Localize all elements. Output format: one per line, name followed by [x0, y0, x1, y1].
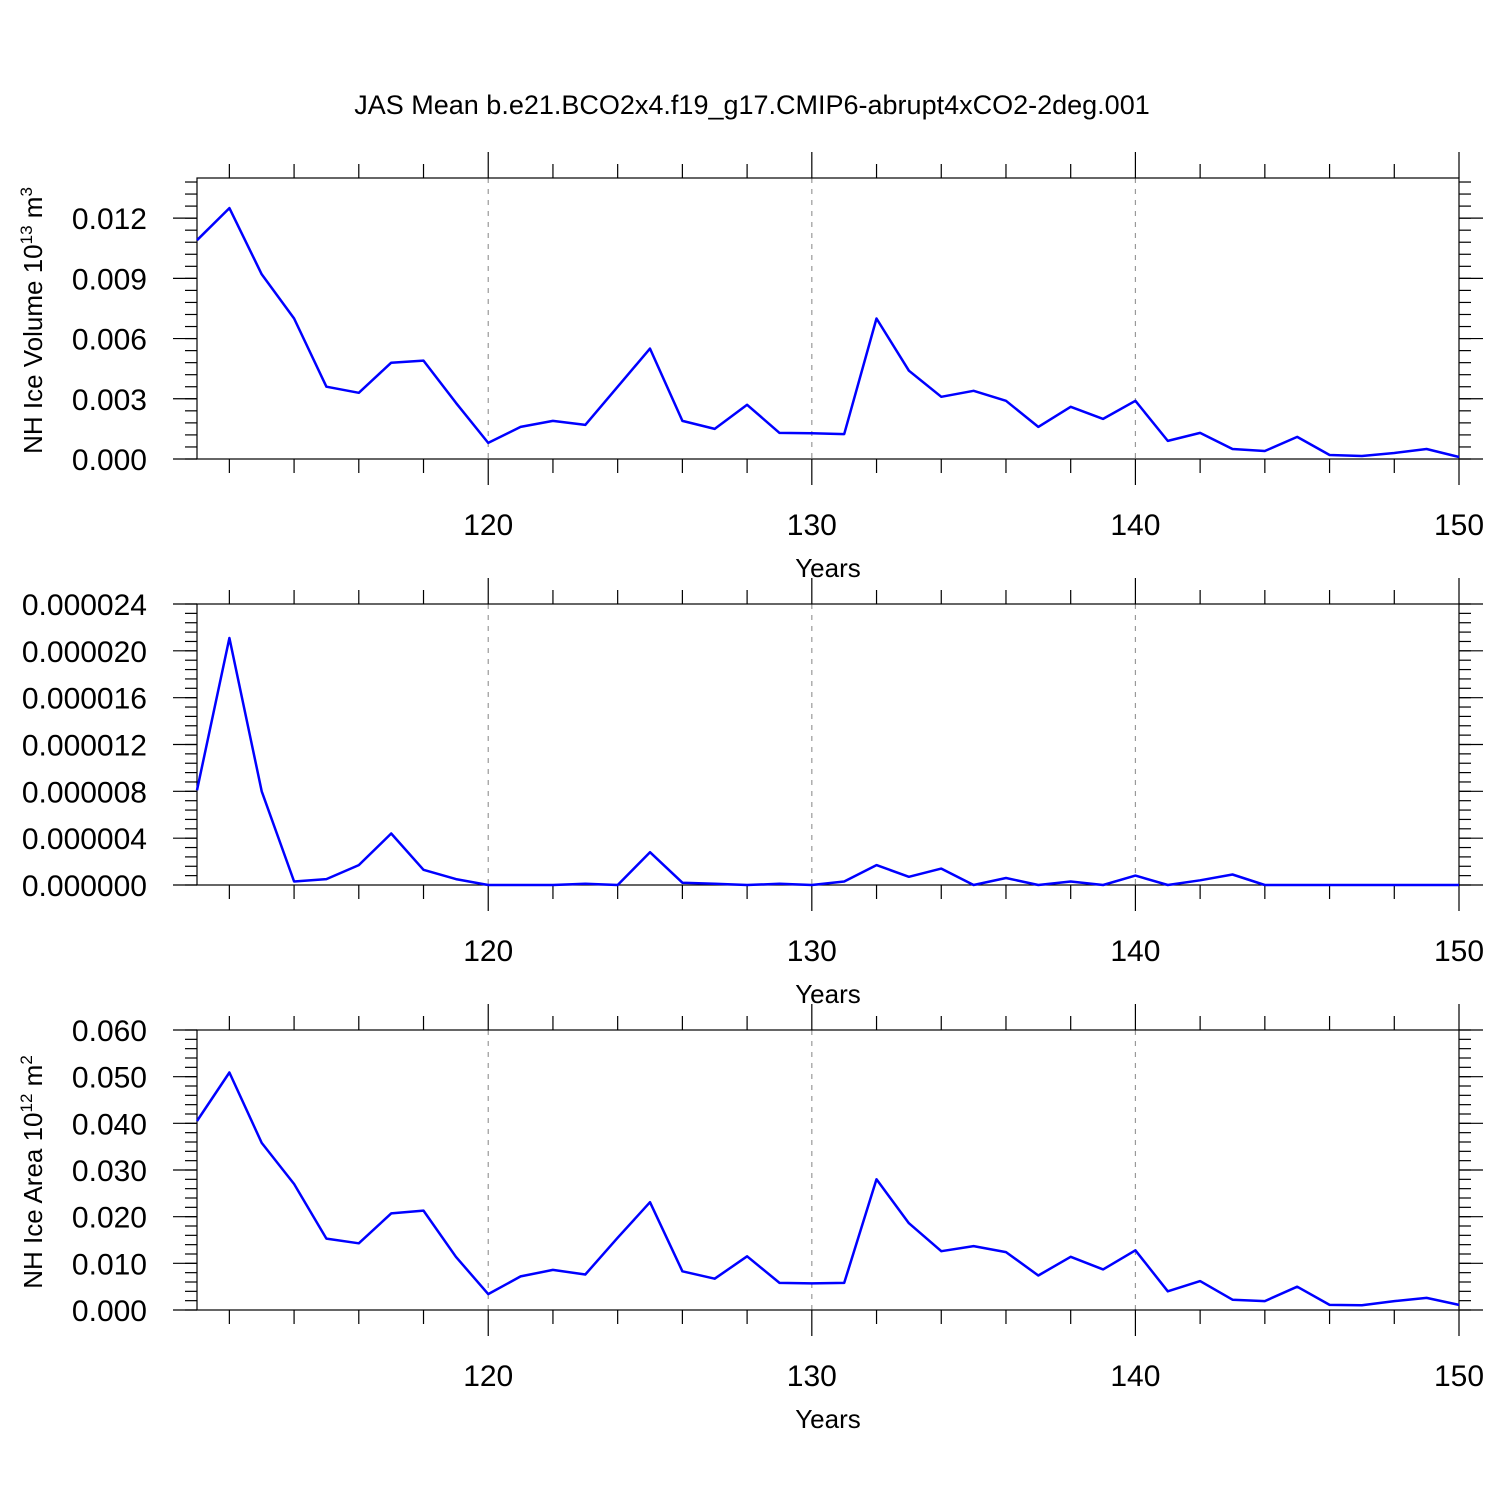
y-tick-label: 0.030: [72, 1155, 147, 1188]
y-tick-label: 0.000008: [22, 776, 147, 809]
y-tick-label: 0.010: [72, 1248, 147, 1281]
y-axis-label: NH Ice Area 1012 m2: [17, 1055, 48, 1289]
series-line: [195, 1071, 1460, 1307]
x-tick-label: 140: [1110, 509, 1160, 542]
y-axis-label-unit: m: [18, 1065, 48, 1094]
y-axis-label-text: NH Ice Area 10: [18, 1112, 48, 1288]
x-tick-label: 130: [787, 1360, 837, 1393]
y-tick-label: 0.000000: [22, 870, 147, 903]
y-axis-label-exponent: 13: [17, 225, 36, 244]
plot-frame: [196, 177, 1460, 460]
y-tick-label: 0.000020: [22, 636, 147, 669]
panel-ice-volume: 0.000 0.003 0.006 0.009 0.012 120 130 140 150 Yea…: [17, 152, 1484, 583]
y-tick-label: 0.003: [72, 384, 147, 417]
panel-ice-area: 0.000 0.010 0.020 0.030 0.040 0.050 0.060 120 13…: [17, 1004, 1484, 1434]
panel-ice-thickness-small: 0.000000 0.000004 0.000008 0.000012 0.000016…: [22, 578, 1484, 1009]
y-axis-label-unit: m: [18, 197, 48, 226]
x-tick-label: 120: [463, 1360, 513, 1393]
y-tick-label: 0.060: [72, 1015, 147, 1048]
y-axis-label-unit-exponent: 2: [17, 1055, 36, 1064]
x-tick-label: 130: [787, 509, 837, 542]
y-tick-label: 0.000012: [22, 730, 147, 763]
y-tick-label: 0.020: [72, 1202, 147, 1235]
y-axis-label-exponent: 12: [17, 1094, 36, 1113]
series-line: [196, 206, 1460, 459]
y-tick-label: 0.012: [72, 203, 147, 236]
x-tick-label: 120: [463, 935, 513, 968]
x-tick-label: 150: [1434, 935, 1484, 968]
x-tick-label: 150: [1434, 509, 1484, 542]
y-tick-label: 0.000016: [22, 683, 147, 716]
y-tick-label: 0.006: [72, 324, 147, 357]
x-axis-label: Years: [795, 553, 861, 583]
y-tick-label: 0.000: [72, 1295, 147, 1328]
series-line: [195, 636, 1459, 887]
x-tick-label: 140: [1110, 1360, 1160, 1393]
y-axis-label-unit-exponent: 3: [17, 187, 36, 196]
y-axis-label-text: NH Ice Volume 10: [18, 244, 48, 454]
y-tick-label: 0.000: [72, 444, 147, 477]
y-tick-label: 0.000024: [22, 589, 147, 622]
x-axis-label: Years: [795, 979, 861, 1009]
figure-title: JAS Mean b.e21.BCO2x4.f19_g17.CMIP6-abru…: [354, 90, 1149, 120]
y-tick-label: 0.000004: [22, 823, 147, 856]
x-tick-label: 130: [787, 935, 837, 968]
x-tick-label: 140: [1110, 935, 1160, 968]
x-tick-label: 120: [463, 509, 513, 542]
y-tick-label: 0.050: [72, 1062, 147, 1095]
x-axis-label: Years: [795, 1404, 861, 1434]
y-tick-label: 0.009: [72, 263, 147, 296]
y-tick-label: 0.040: [72, 1108, 147, 1141]
y-axis-label: NH Ice Volume 1013 m3: [17, 187, 48, 454]
x-tick-label: 150: [1434, 1360, 1484, 1393]
